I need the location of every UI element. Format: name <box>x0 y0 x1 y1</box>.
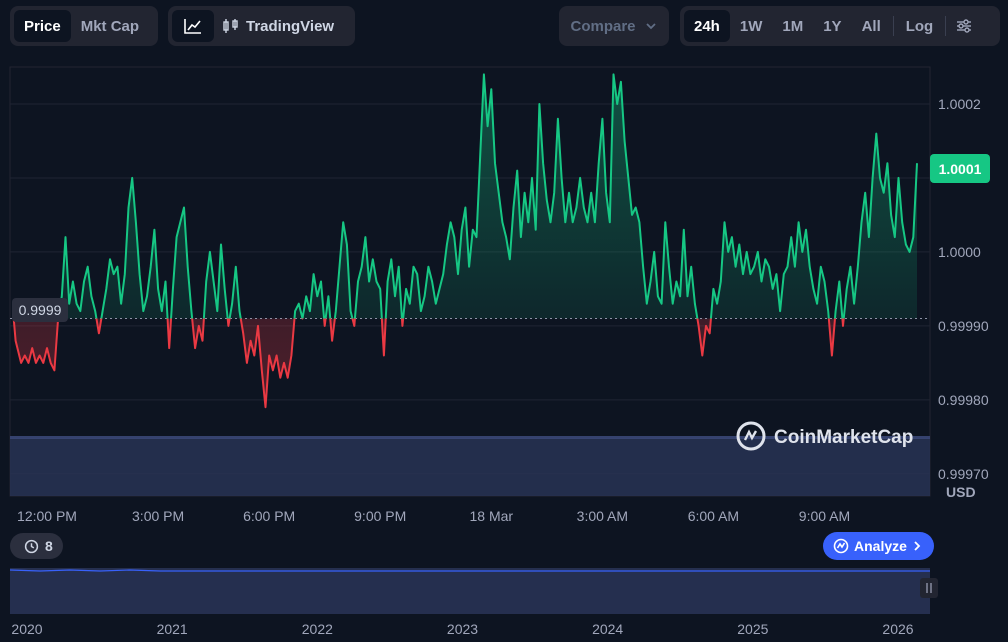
navigator-tick-label: 2021 <box>157 621 188 637</box>
settings-button[interactable] <box>948 10 980 42</box>
y-tick-label: 0.99980 <box>938 392 989 408</box>
coinmarketcap-watermark: CoinMarketCap <box>736 421 913 451</box>
divider <box>892 16 894 36</box>
y-tick-label: 0.99990 <box>938 318 989 334</box>
baseline-price-value: 0.9999 <box>18 302 62 318</box>
x-tick-label: 9:00 PM <box>354 508 406 524</box>
range-1m-button[interactable]: 1M <box>782 17 804 35</box>
sliders-icon <box>957 19 972 33</box>
line-chart-button[interactable] <box>172 10 214 42</box>
y-tick-label: 0.99970 <box>938 466 989 482</box>
analyze-button[interactable]: Analyze <box>823 532 934 560</box>
navigator-handle[interactable] <box>920 578 938 598</box>
navigator-tick-label: 2026 <box>882 621 913 637</box>
candlestick-icon <box>223 19 238 33</box>
chart-style-toggle: TradingView <box>168 6 355 46</box>
x-tick-label: 6:00 AM <box>688 508 739 524</box>
history-icon <box>24 539 39 553</box>
events-count: 8 <box>45 538 53 554</box>
price-line-up <box>13 73 918 319</box>
metric-toggle: Price Mkt Cap <box>10 6 158 46</box>
x-tick-label: 9:00 AM <box>799 508 850 524</box>
navigator-tick-label: 2022 <box>302 621 333 637</box>
x-tick-label: 12:00 PM <box>17 508 77 524</box>
x-tick-label: 18 Mar <box>469 508 513 524</box>
navigator-tick-label: 2025 <box>737 621 768 637</box>
chevron-right-icon <box>914 541 921 551</box>
price-tab[interactable]: Price <box>14 10 71 42</box>
range-all-button[interactable]: All <box>861 17 881 35</box>
y-tick-label: 1.0000 <box>938 244 981 260</box>
time-range-toggle: 24h 1W 1M 1Y All Log <box>680 6 1000 46</box>
range-1y-button[interactable]: 1Y <box>823 17 842 35</box>
analyze-icon <box>833 538 849 554</box>
compare-label: Compare <box>570 17 636 35</box>
tradingview-button[interactable]: TradingView <box>214 10 342 42</box>
navigator[interactable] <box>9 568 938 614</box>
current-price-tag: 1.0001 <box>930 154 990 183</box>
current-price-value: 1.0001 <box>938 160 982 177</box>
tradingview-label: TradingView <box>246 17 335 35</box>
volume-bars <box>10 436 930 496</box>
events-button[interactable]: 8 <box>10 533 63 559</box>
log-scale-button[interactable]: Log <box>905 17 934 35</box>
currency-label: USD <box>946 484 976 500</box>
line-chart-icon <box>184 19 201 34</box>
watermark-text: CoinMarketCap <box>774 427 913 448</box>
compare-dropdown[interactable]: Compare <box>559 6 669 46</box>
navigator-tick-label: 2023 <box>447 621 478 637</box>
chevron-down-icon <box>645 23 656 30</box>
baseline-price-tag: 0.9999 <box>12 298 68 322</box>
x-tick-label: 3:00 AM <box>577 508 628 524</box>
range-1w-button[interactable]: 1W <box>739 17 763 35</box>
x-tick-label: 6:00 PM <box>243 508 295 524</box>
divider <box>945 16 947 36</box>
range-24h-button[interactable]: 24h <box>684 10 730 42</box>
analyze-label: Analyze <box>854 538 907 554</box>
price-area-up <box>58 74 917 319</box>
navigator-tick-label: 2020 <box>11 621 42 637</box>
x-tick-label: 3:00 PM <box>132 508 184 524</box>
navigator-axis: 2020 2021 2022 2023 2024 2025 2026 <box>11 621 913 637</box>
y-tick-label: 1.0002 <box>938 96 981 112</box>
mkt-cap-tab[interactable]: Mkt Cap <box>80 17 140 35</box>
x-axis: 12:00 PM 3:00 PM 6:00 PM 9:00 PM 18 Mar 3:00 … <box>17 508 850 524</box>
navigator-tick-label: 2024 <box>592 621 623 637</box>
